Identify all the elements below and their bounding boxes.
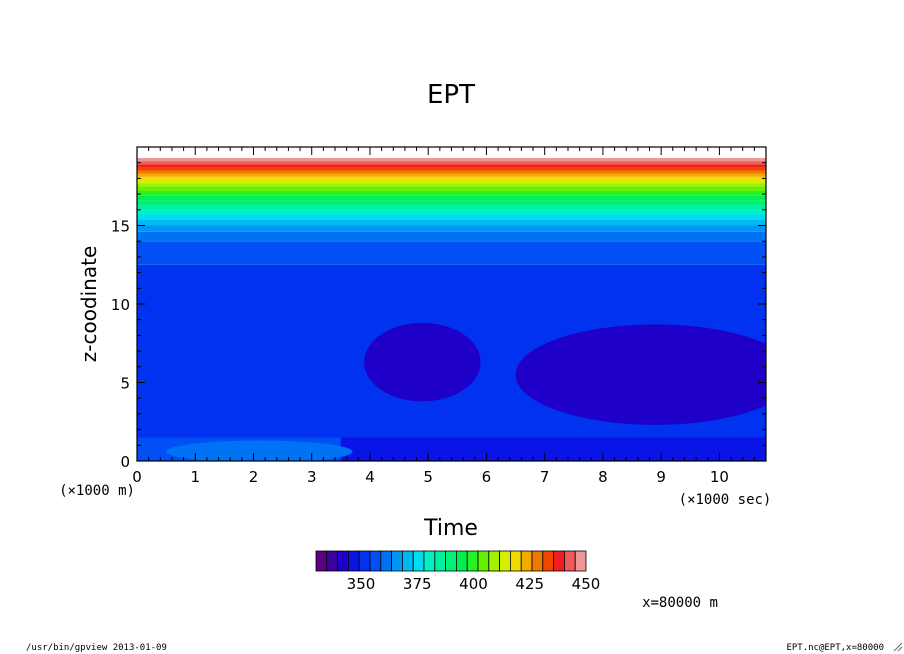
colorbar-swatch-8: [401, 550, 414, 572]
colorbar: 350 375 400 425 450: [315, 550, 601, 593]
contour-band-17: [137, 179, 766, 184]
x-tick-label-6: 6: [482, 468, 492, 486]
x-tick-label-3: 3: [307, 468, 317, 486]
x-tick-label-10: 10: [710, 468, 729, 486]
colorbar-swatch-21: [542, 550, 554, 572]
contour-band-21: [137, 167, 766, 171]
x-tick-label-5: 5: [423, 468, 433, 486]
contour-band-15: [137, 186, 766, 191]
colorbar-label-4: 450: [572, 575, 601, 593]
colorbar-swatch-3: [347, 550, 360, 572]
contour-band-10: [137, 209, 766, 215]
y-tick-label-3: 15: [111, 218, 130, 236]
x-unit-label: (×1000 sec): [679, 492, 772, 508]
contour-band-14: [137, 190, 766, 196]
colorbar-swatch-10: [423, 550, 436, 572]
colorbar-swatch-9: [412, 550, 425, 572]
chart-title: EPT: [427, 80, 475, 110]
colorbar-label-3: 425: [515, 575, 544, 593]
y-tick-label-1: 5: [120, 375, 130, 393]
colorbar-swatch-4: [358, 550, 371, 572]
contour-band-23: [137, 161, 766, 165]
colorbar-swatch-16: [488, 550, 500, 572]
x-tick-label-4: 4: [365, 468, 375, 486]
colorbar-label-2: 400: [459, 575, 488, 593]
colorbar-swatch-14: [466, 550, 479, 572]
colorbar-swatch-18: [509, 550, 522, 572]
colorbar-swatch-17: [499, 550, 511, 572]
x-tick-label-1: 1: [190, 468, 200, 486]
colorbar-label-0: 350: [347, 575, 376, 593]
y-axis-label: z-coodinate: [77, 246, 101, 363]
contour-band-9: [137, 214, 766, 220]
y-tick-label-0: 0: [120, 453, 130, 471]
resize-grip-icon[interactable]: [893, 642, 903, 652]
contour-band-13: [137, 195, 766, 201]
colorbar-swatch-24: [574, 550, 587, 572]
colorbar-label-1: 375: [403, 575, 432, 593]
contour-band-24: [137, 157, 766, 162]
annotation-x-position: x=80000 m: [642, 595, 718, 611]
colorbar-swatch-0: [315, 550, 328, 572]
contour-feature-1: [364, 322, 481, 402]
footer-file: EPT.nc@EPT,x=80000: [786, 643, 884, 653]
contour-band-16: [137, 183, 766, 187]
colorbar-swatch-11: [434, 550, 446, 572]
contour-band-19: [137, 173, 766, 177]
contour-band-5: [137, 241, 766, 265]
axes: 0 1 2 3 4 5 6 7 8 9 10 0 5 10 15: [111, 147, 767, 486]
colorbar-swatch-20: [531, 550, 544, 572]
contour-band-18: [137, 176, 766, 180]
y-unit-label: (×1000 m): [59, 483, 135, 499]
x-tick-label-7: 7: [540, 468, 550, 486]
contour-feature-2: [166, 440, 353, 461]
x-tick-label-0: 0: [132, 468, 142, 486]
x-axis-label: Time: [423, 516, 478, 541]
colorbar-swatch-1: [326, 550, 338, 572]
y-tick-label-2: 10: [111, 296, 130, 314]
contour-feature-0: [515, 324, 766, 425]
contour-band-7: [137, 225, 766, 232]
x-tick-label-9: 9: [656, 468, 666, 486]
plot-area: [137, 147, 766, 461]
contour-band-8: [137, 219, 766, 226]
colorbar-swatch-22: [553, 550, 565, 572]
colorbar-swatch-12: [445, 550, 457, 572]
colorbar-swatch-6: [380, 550, 392, 572]
contour-band-12: [137, 200, 766, 206]
x-tick-label-2: 2: [249, 468, 259, 486]
colorbar-swatch-7: [391, 550, 403, 572]
colorbar-swatch-5: [369, 550, 382, 572]
colorbar-swatch-23: [564, 550, 576, 572]
contour-band-22: [137, 164, 766, 168]
contour-band-11: [137, 205, 766, 210]
colorbar-swatch-15: [477, 550, 490, 572]
x-tick-label-8: 8: [598, 468, 608, 486]
colorbar-swatch-19: [520, 550, 533, 572]
colorbar-swatch-13: [455, 550, 468, 572]
footer-command: /usr/bin/gpview 2013-01-09: [26, 643, 167, 653]
contour-band-20: [137, 170, 766, 174]
contour-band-6: [137, 231, 766, 242]
colorbar-swatch-2: [337, 550, 349, 572]
